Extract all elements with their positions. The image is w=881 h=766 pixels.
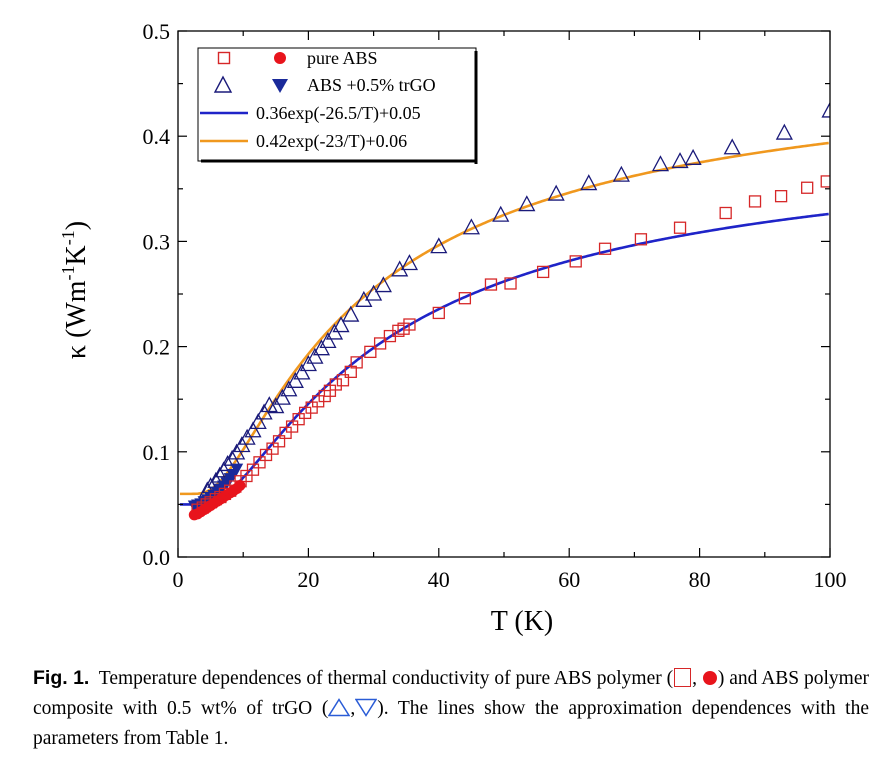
data-point-triangle-up: [273, 388, 291, 405]
data-point-triangle-up: [249, 412, 267, 429]
y-tick-label: 0.3: [143, 229, 171, 254]
caption-triangle-down-symbol: [354, 698, 378, 719]
data-point-triangle-up: [286, 371, 304, 388]
data-point-square: [336, 374, 350, 387]
data-point-square: [329, 378, 342, 391]
data-point-square: [285, 420, 299, 433]
y-axis-title: κ (Wm-1K-1): [58, 221, 92, 359]
data-point-triangle-up: [518, 195, 536, 212]
thermal-conductivity-chart: 0 20 40 60 80 100 0.0 0.1 0.2 0.3 0.4 0.5 T (K) κ (…: [58, 19, 847, 637]
data-point-triangle-up: [365, 284, 383, 301]
data-point-square: [820, 175, 830, 188]
data-point-triangle-down: [230, 463, 244, 476]
data-point-square: [364, 345, 377, 359]
data-point-square: [403, 318, 416, 331]
data-point-triangle-up: [430, 237, 448, 254]
fit-line-blue: [179, 212, 829, 506]
data-point-square: [458, 292, 472, 305]
data-point-triangle-up: [671, 152, 689, 169]
y-tick-label: 0.5: [143, 19, 171, 44]
data-point-triangle-up: [462, 218, 480, 235]
data-point-square: [569, 255, 582, 268]
data-point-square: [634, 233, 648, 246]
x-tick-label: 0: [173, 567, 184, 592]
data-point-square: [801, 181, 814, 194]
data-point-triangle-up: [684, 148, 702, 165]
data-point-square: [266, 442, 279, 455]
caption-triangle-up-symbol: [327, 698, 351, 719]
data-point-triangle-up: [244, 421, 262, 438]
data-point-triangle-up: [400, 254, 419, 271]
data-point-square: [246, 463, 260, 476]
data-point-triangle-up: [612, 165, 630, 182]
caption-square-symbol: [674, 668, 692, 687]
legend-label-blue-fit: 0.36exp(-26.5/T)+0.05: [256, 103, 421, 124]
data-point-square: [259, 448, 273, 462]
data-point-triangle-up: [218, 455, 237, 472]
legend-label-abs-trgo: ABS +0.5% trGO: [307, 75, 436, 95]
legend-label-pure-abs: pure ABS: [307, 48, 378, 68]
y-tick-label: 0.4: [143, 124, 171, 149]
data-point-square: [292, 413, 305, 426]
x-tick-label: 80: [689, 567, 711, 592]
legend-square-marker: [217, 51, 231, 65]
data-point-triangle-up: [391, 260, 409, 277]
data-point-square: [350, 356, 363, 369]
data-point-circle: [234, 479, 246, 491]
data-point-square: [719, 206, 732, 220]
data-point-square: [536, 265, 550, 279]
data-point-triangle-up: [306, 347, 324, 364]
data-point-square: [484, 278, 498, 291]
caption-text-2: ) and ABS polymer composite with 0.5 wt%…: [33, 668, 869, 719]
data-point-triangle-up: [651, 155, 670, 172]
y-tick-label: 0.2: [143, 335, 171, 360]
data-point-square: [305, 401, 318, 414]
data-point-square: [432, 306, 445, 320]
data-point-triangle-up: [293, 363, 311, 380]
legend-label-orange-fit: 0.42exp(-23/T)+0.06: [256, 131, 407, 152]
y-tick-label: 0.1: [143, 440, 171, 465]
legend-open-triangle-marker: [213, 75, 233, 93]
data-point-square: [673, 221, 687, 234]
data-point-triangle-up: [267, 397, 285, 414]
x-tick-label: 100: [814, 567, 847, 592]
x-tick-label: 60: [558, 567, 580, 592]
legend: pure ABS ABS +0.5% trGO 0.36exp(-26.5/T)…: [197, 47, 478, 164]
y-tick-label: 0.0: [143, 545, 171, 570]
data-point-square: [598, 242, 612, 255]
data-point-triangle-up: [492, 205, 510, 222]
caption-label: Fig. 1.: [33, 667, 90, 689]
x-tick-label: 20: [297, 567, 319, 592]
data-point-triangle-up: [355, 290, 373, 307]
caption-sep-2: ,: [350, 698, 356, 719]
data-point-square: [373, 337, 387, 350]
figure-caption: Fig. 1. Temperature dependences of therm…: [33, 663, 869, 754]
caption-text-3: ). The lines show the approximation depe…: [33, 698, 869, 749]
data-point-square: [774, 190, 788, 203]
fit-line-orange: [179, 141, 829, 496]
data-point-triangle-up: [280, 380, 298, 397]
data-point-triangle-up: [547, 184, 565, 201]
data-point-triangle-up: [580, 174, 598, 191]
data-point-triangle-up: [342, 305, 360, 322]
data-point-square: [253, 456, 266, 469]
x-tick-label: 40: [428, 567, 450, 592]
data-point-triangle-up: [374, 276, 392, 293]
legend-filled-triangle-marker: [272, 79, 288, 93]
caption-text-1: Temperature dependences of thermal condu…: [98, 668, 674, 689]
caption-sep-1: ,: [692, 668, 702, 689]
data-point-square: [279, 426, 292, 440]
data-point-triangle-up: [775, 123, 793, 140]
data-point-triangle-up: [723, 138, 741, 155]
data-point-triangle-up: [319, 331, 337, 348]
data-point-triangle-up: [821, 101, 830, 118]
legend-circle-marker: [274, 52, 286, 64]
data-point-square: [272, 435, 286, 448]
x-axis-title: T (K): [491, 606, 553, 637]
data-point-square: [748, 195, 762, 208]
data-point-square: [240, 469, 253, 483]
caption-circle-symbol: [702, 671, 717, 685]
data-point-square: [504, 277, 517, 290]
data-point-triangle-up: [332, 316, 350, 333]
